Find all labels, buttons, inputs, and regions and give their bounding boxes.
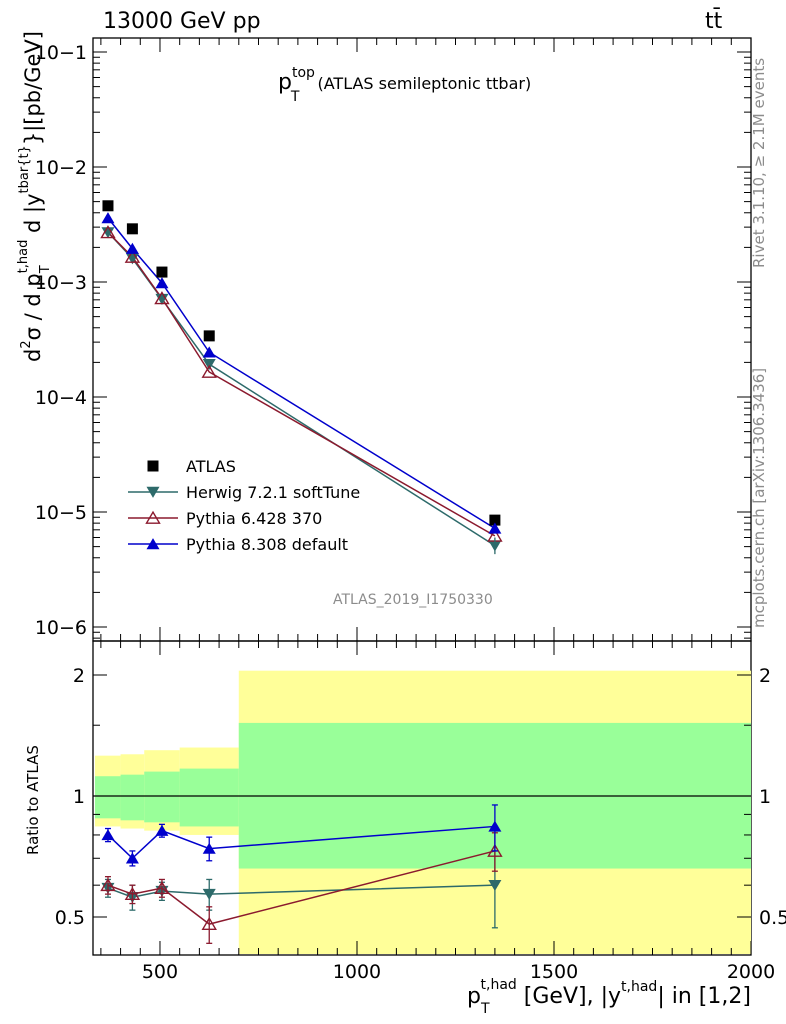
data-point [202,358,216,371]
x-tick-label: 1500 [530,961,578,983]
tick-layer: 500 1000 1500 2000 10−6 10−5 10−4 10−3 10−2 10−1 0… [35,38,786,983]
legend-label: ATLAS [186,457,236,476]
y-tick-label: 10−4 [35,387,87,409]
x-tick-label: 500 [142,961,178,983]
ratio-point [124,886,141,901]
ratio-point [201,916,217,931]
data-point [102,200,114,212]
ratio-y-tick-label: 1 [73,786,85,808]
ratio-y-tick-label: 2 [759,665,771,687]
data-point [101,212,115,224]
x-tick-label: 1000 [333,961,381,983]
ratio-band-inner [120,774,145,821]
data-point [488,522,502,534]
ratio-point [202,888,216,900]
y-tick-label: 10−5 [35,502,87,524]
legend-marker [146,538,160,550]
rivet-label: Rivet 3.1.10, ≥ 2.1M events [750,58,768,268]
ratio-point [154,880,170,895]
process-label: tt̄ [705,8,723,34]
data-point [156,266,168,278]
plot-title: ptop T(ATLAS semileptonic ttbar) [278,65,531,105]
ratio-point [155,824,169,836]
legend-marker [147,460,159,472]
ratio-point [100,877,116,892]
data-point [201,364,217,378]
legend-label: Pythia 6.428 370 [186,509,322,528]
legend-label: Herwig 7.2.1 softTune [186,483,360,502]
data-point [202,346,216,358]
ratio-band-inner [144,771,180,823]
ratio-point [125,852,139,864]
legend-marker [146,486,160,498]
y-tick-label: 10−6 [35,617,87,639]
ratio-point [487,843,503,857]
data-point [489,514,501,526]
legend: ATLAS Herwig 7.2.1 softTune Pythia 6.428 3… [128,457,360,554]
ratio-layer [93,670,751,954]
main-line-pythia [107,217,496,530]
data-point [100,225,116,239]
ratio-band-inner [179,768,239,827]
ratio-y-tick-label: 2 [73,665,85,687]
ratio-point [488,879,502,892]
analysis-id: ATLAS_2019_I1750330 [333,592,493,608]
ratio-y-tick-label: 1 [759,786,771,808]
main-layer [100,200,503,555]
ratio-y-axis-label: Ratio to ATLAS [24,745,42,855]
ratio-band-inner [94,776,121,819]
data-point [124,249,141,263]
energy-label: 13000 GeV pp [103,9,261,34]
ratio-point [202,842,216,854]
ratio-point [488,820,502,832]
data-point [125,242,139,254]
y-tick-label: 10−2 [35,157,87,179]
data-point [101,227,115,239]
x-tick-label: 2000 [727,961,775,983]
legend-label: Pythia 8.308 default [186,535,348,554]
y-tick-label: 10−3 [35,272,87,294]
mcplots-label: mcplots.cern.ch [arXiv:1306.3436] [750,368,768,628]
data-point [126,223,138,235]
legend-marker [145,510,161,524]
data-point [203,330,215,342]
ratio-point [101,829,115,841]
data-point [155,293,169,305]
data-point [154,291,170,305]
ratio-y-tick-label: 0.5 [759,907,786,929]
y-axis-label: d2σ / d pTt,had d |ytbar{t}}|[pb/GeV] [16,31,53,362]
data-point [155,277,169,289]
y-tick-label: 10−1 [35,42,87,64]
x-axis-label: pTt,had [GeV], |yt,had| in [1,2] [467,977,751,1017]
ratio-y-tick-label: 0.5 [55,907,85,929]
